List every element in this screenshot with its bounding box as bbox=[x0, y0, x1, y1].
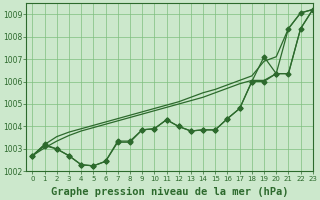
X-axis label: Graphe pression niveau de la mer (hPa): Graphe pression niveau de la mer (hPa) bbox=[51, 187, 288, 197]
